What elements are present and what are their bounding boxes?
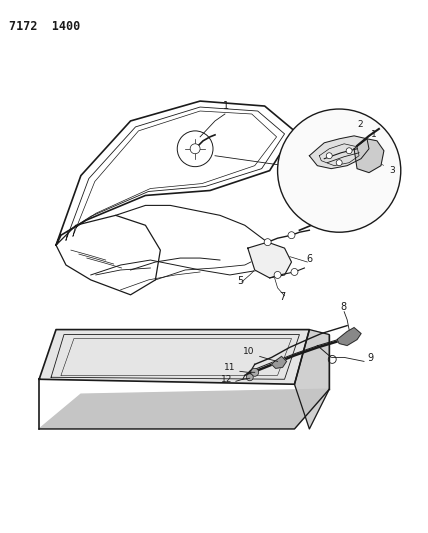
Polygon shape	[354, 139, 384, 173]
Text: 4: 4	[312, 200, 318, 211]
Text: 7172  1400: 7172 1400	[9, 20, 80, 33]
Text: 1: 1	[223, 101, 229, 111]
Circle shape	[336, 160, 342, 166]
Polygon shape	[272, 357, 286, 368]
Circle shape	[264, 239, 271, 246]
Text: 9: 9	[367, 353, 373, 364]
Polygon shape	[39, 329, 309, 384]
Text: 8: 8	[340, 302, 346, 312]
Circle shape	[346, 148, 352, 154]
Text: 11: 11	[224, 364, 236, 373]
Text: 10: 10	[243, 348, 255, 357]
Circle shape	[274, 271, 281, 278]
Circle shape	[288, 232, 295, 239]
Text: 3: 3	[381, 164, 395, 175]
Circle shape	[246, 374, 253, 381]
Circle shape	[278, 109, 401, 232]
Text: 5: 5	[237, 276, 243, 286]
Polygon shape	[309, 136, 369, 168]
Text: 1: 1	[371, 130, 377, 139]
Polygon shape	[39, 389, 329, 429]
Text: 6: 6	[306, 254, 312, 264]
Polygon shape	[337, 328, 361, 345]
Polygon shape	[294, 329, 329, 429]
Circle shape	[291, 269, 298, 276]
Text: 2: 2	[357, 120, 363, 129]
Text: 7: 7	[279, 292, 285, 302]
Text: 12: 12	[220, 375, 232, 384]
Polygon shape	[248, 242, 291, 278]
Circle shape	[326, 153, 332, 159]
Circle shape	[251, 368, 259, 376]
Circle shape	[190, 144, 200, 154]
